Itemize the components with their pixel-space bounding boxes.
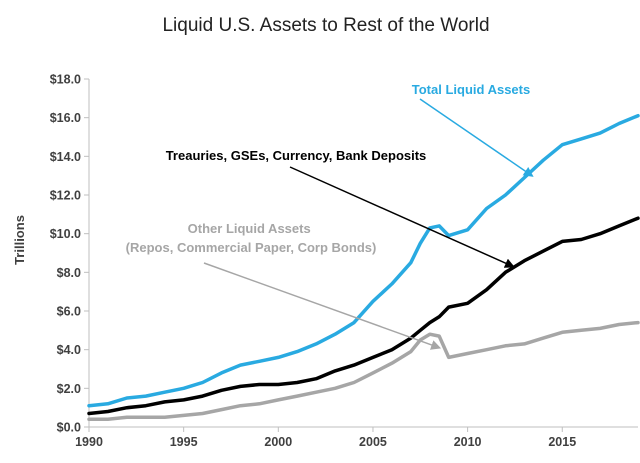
y-tick-label: $6.0 bbox=[57, 305, 81, 319]
x-axis-ticks: 1990 1995 2000 2005 2010 2015 bbox=[75, 427, 576, 449]
series-other-liquid-assets-line bbox=[87, 320, 640, 422]
annotation-other-liquid-assets-arrow bbox=[203, 262, 442, 350]
y-tick-label: $2.0 bbox=[57, 382, 81, 396]
annotations: Total Liquid Assets Treauries, GSEs, Cur… bbox=[126, 82, 534, 350]
annotation-total-liquid-assets: Total Liquid Assets bbox=[412, 82, 530, 97]
x-tick-label: 2010 bbox=[454, 435, 482, 449]
series-total-liquid-assets-line bbox=[87, 113, 640, 408]
x-tick-label: 1995 bbox=[170, 435, 198, 449]
annotation-total-liquid-assets-line-1: Total Liquid Assets bbox=[412, 82, 530, 97]
series-lines bbox=[87, 113, 640, 422]
y-axis-label: Trillions bbox=[12, 215, 27, 265]
y-tick-label: $4.0 bbox=[57, 343, 81, 357]
y-tick-label: $0.0 bbox=[57, 421, 81, 435]
series-treasuries-line bbox=[87, 216, 640, 416]
y-tick-label: $12.0 bbox=[50, 189, 81, 203]
annotation-other-liquid-assets-line-1: Other Liquid Assets bbox=[188, 221, 311, 236]
x-tick-label: 1990 bbox=[75, 435, 103, 449]
y-tick-label: $10.0 bbox=[50, 227, 81, 241]
annotation-other-liquid-assets-line-2: (Repos, Commercial Paper, Corp Bonds) bbox=[126, 240, 377, 255]
y-tick-label: $8.0 bbox=[57, 266, 81, 280]
annotation-treasuries-line-1: Treauries, GSEs, Currency, Bank Deposits bbox=[166, 148, 427, 163]
annotation-total-liquid-assets-arrow bbox=[419, 98, 534, 177]
annotation-other-liquid-assets: Other Liquid Assets (Repos, Commercial P… bbox=[126, 221, 377, 255]
x-tick-label: 2015 bbox=[548, 435, 576, 449]
x-tick-label: 2005 bbox=[359, 435, 387, 449]
y-tick-label: $14.0 bbox=[50, 150, 81, 164]
x-tick-label: 2000 bbox=[264, 435, 292, 449]
chart-title: Liquid U.S. Assets to Rest of the World bbox=[162, 15, 489, 36]
annotation-treasuries-arrow bbox=[289, 166, 515, 268]
annotation-treasuries: Treauries, GSEs, Currency, Bank Deposits bbox=[166, 148, 427, 163]
y-axis-ticks: $0.0 $2.0 $4.0 $6.0 $8.0 $10.0 $12.0 $14.0 $16.0… bbox=[50, 73, 89, 435]
y-tick-label: $16.0 bbox=[50, 111, 81, 125]
y-tick-label: $18.0 bbox=[50, 73, 81, 87]
